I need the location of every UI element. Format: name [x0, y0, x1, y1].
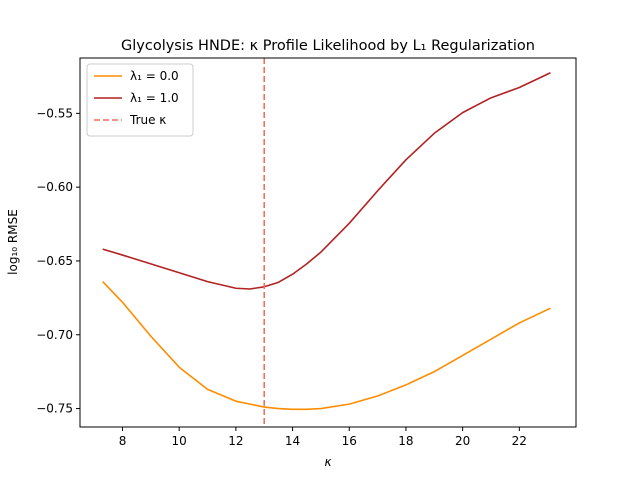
chart-title: Glycolysis HNDE: κ Profile Likelihood by…	[121, 38, 535, 54]
x-axis-label: κ	[324, 455, 332, 469]
series-line-2	[102, 72, 551, 290]
legend-label-3: True κ	[129, 113, 166, 127]
series-line-1	[102, 281, 551, 411]
plot-area: 8 10 12 14 16 18 20 22 −0.75 −0.70 −0.65 −0.60 −0.55	[36, 57, 577, 448]
legend-label-2: λ₁ = 1.0	[130, 91, 179, 105]
y-tick-label: −0.65	[36, 254, 73, 268]
legend: λ₁ = 0.0 λ₁ = 1.0 True κ	[86, 63, 194, 137]
y-tick-label: −0.55	[36, 106, 73, 120]
x-tick-label: 8	[119, 434, 127, 448]
x-tick-label: 16	[342, 434, 357, 448]
x-tick-label: 12	[228, 434, 243, 448]
y-tick-label: −0.60	[36, 180, 73, 194]
y-axis-label: log₁₀ RMSE	[6, 209, 20, 275]
x-tick-label: 18	[398, 434, 413, 448]
x-tick-label: 20	[455, 434, 470, 448]
x-tick-label: 22	[512, 434, 527, 448]
y-tick-label: −0.75	[36, 402, 73, 416]
x-tick-label: 10	[172, 434, 187, 448]
legend-box	[86, 63, 194, 137]
axes-frame	[79, 57, 577, 428]
y-tick-label: −0.70	[36, 328, 73, 342]
legend-label-1: λ₁ = 0.0	[130, 69, 179, 83]
x-tick-label: 14	[285, 434, 300, 448]
